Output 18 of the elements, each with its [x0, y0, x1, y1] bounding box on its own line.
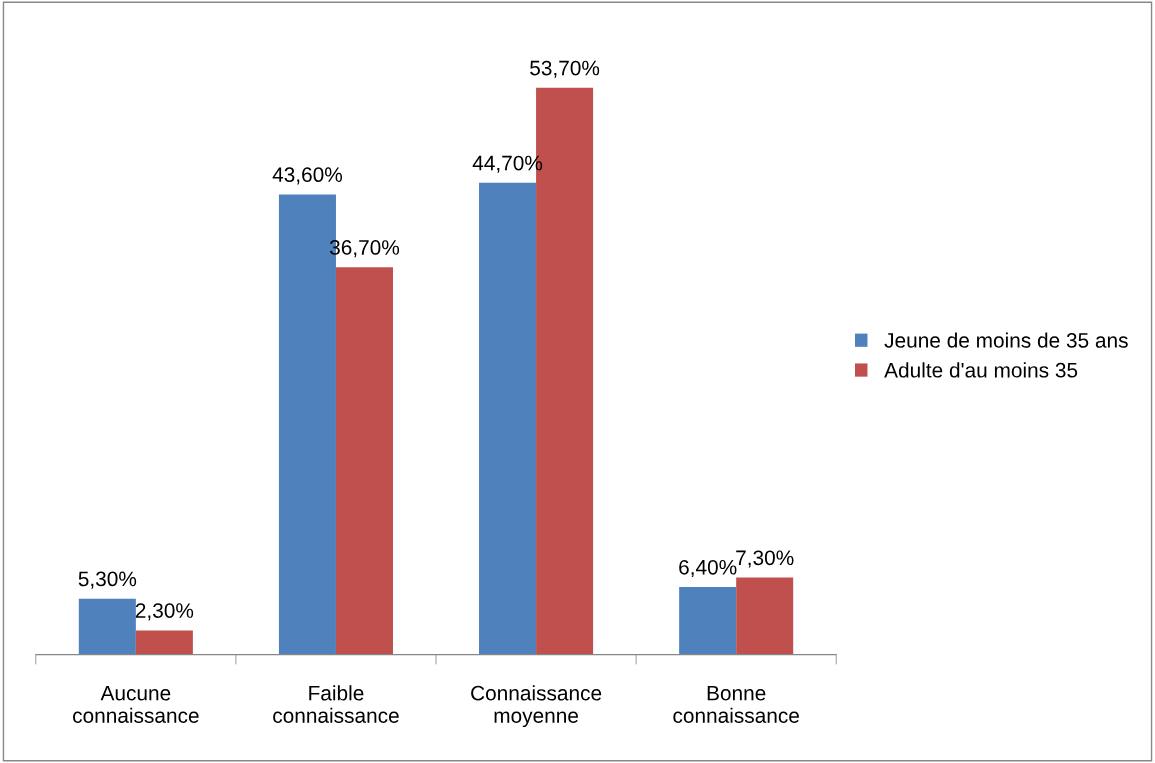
- x-tick-label: Connaissance moyenne: [471, 685, 602, 728]
- bar: [135, 630, 193, 655]
- bar: [679, 587, 737, 655]
- data-label: 53,70%: [530, 60, 600, 78]
- bar: [78, 598, 136, 655]
- data-label: 5,30%: [78, 571, 137, 589]
- bar: [335, 267, 393, 655]
- bar: [479, 182, 537, 655]
- x-tick-label: Aucune connaissance: [73, 685, 199, 723]
- data-label: 2,30%: [135, 603, 194, 621]
- data-label: 7,30%: [736, 550, 794, 568]
- data-label: 43,60%: [272, 167, 343, 185]
- legend-label: Jeune de moins de 35 ans: [884, 332, 1128, 348]
- data-label: 6,40%: [679, 559, 737, 578]
- x-tick-label: Faible connaissance: [273, 685, 399, 723]
- bar: [736, 577, 794, 655]
- legend-label: Adulte d'au moins 35: [884, 362, 1078, 378]
- x-tick-label: Bonne connaissance: [673, 685, 799, 723]
